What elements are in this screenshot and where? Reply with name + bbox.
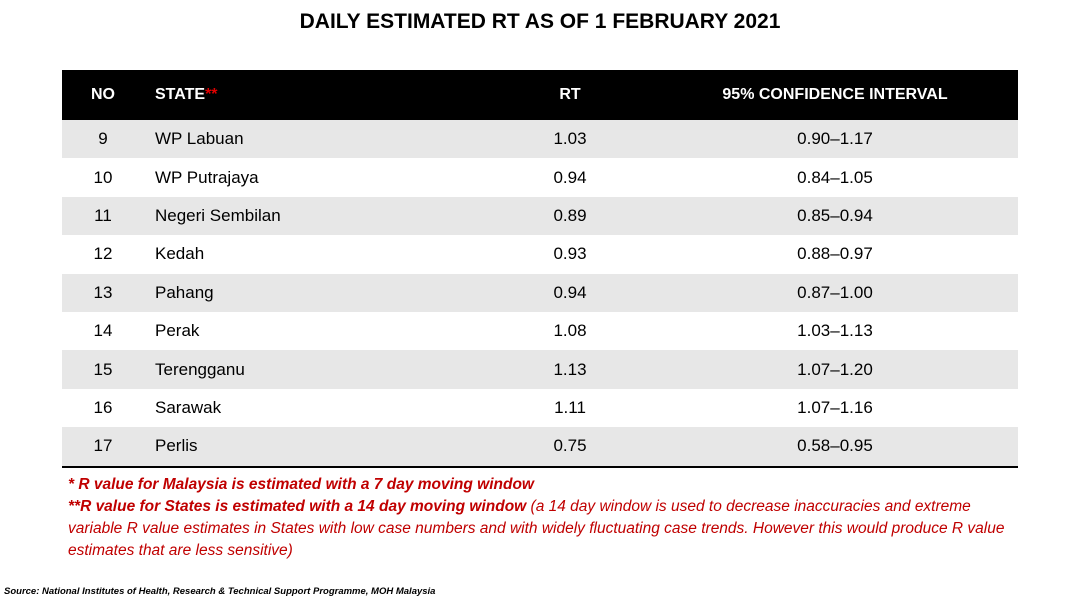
table-cell: 11	[94, 205, 112, 225]
table-row: 13 Pahang 0.94 0.87–1.00	[62, 273, 1018, 312]
table-cell: 1.03	[553, 129, 587, 149]
table-cell: WP Putrajaya	[155, 167, 259, 187]
table-row: 11 Negeri Sembilan 0.89 0.85–0.94	[62, 196, 1018, 236]
table-cell: 15	[93, 359, 113, 379]
table-cell: Negeri Sembilan	[155, 205, 281, 225]
table-cell: 0.93	[553, 244, 587, 264]
table-cell: 9	[98, 129, 108, 149]
table-cell: Terengganu	[155, 359, 245, 379]
table-cell: 0.89	[553, 205, 587, 225]
table-cell: Pahang	[155, 282, 214, 302]
table-cell: 1.03–1.13	[797, 321, 873, 341]
table-cell: 14	[93, 321, 113, 341]
table-cell: 0.94	[553, 167, 587, 187]
table-cell: WP Labuan	[155, 129, 244, 149]
table-cell: Perak	[155, 321, 200, 341]
table-cell: Perlis	[155, 436, 198, 456]
table-cell: 13	[93, 282, 113, 302]
table-row: 10 WP Putrajaya 0.94 0.84–1.05	[62, 158, 1018, 196]
table-row: 15 Terengganu 1.13 1.07–1.20	[62, 350, 1018, 389]
header-text: STATE	[155, 86, 206, 103]
table-cell: 1.13	[553, 359, 587, 379]
table-cell: 0.90–1.17	[797, 129, 873, 149]
header-row: NO STATE ** RT 95% CONFIDENCE INTERVAL	[62, 70, 1018, 120]
note: **R value for States is estimated with a…	[68, 496, 1018, 562]
table-cell: 12	[93, 244, 113, 264]
source: Source: National Institutes of Health, R…	[4, 586, 436, 597]
table-cell: 0.87–1.00	[797, 282, 873, 302]
table-cell: 0.85–0.94	[797, 205, 873, 225]
table-cell: 0.88–0.97	[797, 244, 873, 264]
table-cell: 10	[93, 167, 113, 187]
note-text: * R value for Malaysia is estimated with…	[68, 476, 534, 493]
table-row: 17 Perlis 0.75 0.58–0.95	[62, 427, 1018, 466]
table-cell: 16	[93, 397, 113, 417]
header-mark: **	[205, 86, 218, 103]
table-cell: 1.07–1.20	[797, 359, 873, 379]
notes: * R value for Malaysia is estimated with…	[68, 474, 1018, 562]
table-cell: 1.07–1.16	[797, 397, 873, 417]
table-cell: 1.11	[554, 397, 586, 417]
header-cell: 95% CONFIDENCE INTERVAL	[722, 86, 948, 103]
table-cell: 0.75	[553, 436, 587, 456]
note: * R value for Malaysia is estimated with…	[68, 474, 1018, 496]
table-cell: 17	[93, 436, 113, 456]
table-cell: 0.58–0.95	[797, 436, 873, 456]
header-cell: NO	[91, 86, 115, 103]
table-cell: Sarawak	[155, 397, 222, 417]
table: NO STATE ** RT 95% CONFIDENCE INTERVAL 9 W…	[62, 70, 1018, 468]
table-cell: 0.84–1.05	[797, 167, 873, 187]
header-cell: STATE **	[155, 70, 218, 120]
table-row: 16 Sarawak 1.11 1.07–1.16	[62, 389, 1018, 427]
table-row: 9 WP Labuan 1.03 0.90–1.17	[62, 120, 1018, 159]
title: DAILY ESTIMATED RT AS OF 1 FEBRUARY 2021	[299, 10, 781, 33]
header-cell: RT	[559, 86, 581, 103]
table-cell: 0.94	[553, 282, 587, 302]
table-cell: Kedah	[155, 244, 205, 264]
note-text: **R value for States is estimated with a…	[68, 498, 527, 515]
note-text: (a 14 day window is used to decrease ina…	[68, 498, 1005, 559]
table-row: 12 Kedah 0.93 0.88–0.97	[62, 235, 1018, 273]
table-border	[62, 465, 1018, 468]
table-cell: 1.08	[553, 321, 587, 341]
table-row: 14 Perak 1.08 1.03–1.13	[62, 312, 1018, 350]
